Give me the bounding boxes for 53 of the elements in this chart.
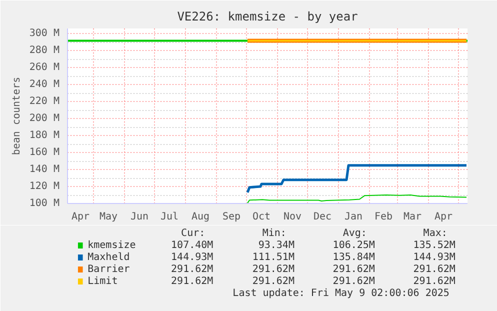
text: 107.40M	[171, 240, 214, 251]
y-tick-label: 100 M	[29, 198, 60, 209]
text: 135.84M	[332, 252, 375, 263]
y-tick-label: 220 M	[29, 96, 60, 108]
x-tick-label: Apr	[434, 212, 453, 222]
y-tick-label: 240 M	[29, 79, 60, 90]
x-tick-label: Aug	[191, 212, 210, 222]
legend-label: Maxheld	[88, 252, 130, 263]
text: Avg:	[342, 228, 367, 239]
text: 291.62M	[413, 276, 456, 287]
text: 291.62M	[332, 264, 375, 275]
y-tick-label: 140 M	[29, 164, 60, 176]
x-tick-label: Jan	[344, 212, 363, 222]
text: 291.62M	[252, 276, 294, 287]
y-tick-label: 300 M	[29, 28, 60, 40]
text: 291.62M	[413, 264, 456, 275]
text: Min:	[262, 228, 286, 239]
y-tick-label: 160 M	[29, 147, 60, 158]
y-axis-title: bean counters	[11, 76, 22, 156]
text: 106.25M	[332, 240, 375, 251]
y-tick-label: 200 M	[29, 113, 60, 124]
text: 291.62M	[332, 276, 375, 287]
y-tick-label: 180 M	[29, 130, 60, 142]
y-tick-label: 120 M	[29, 181, 60, 192]
text: 291.62M	[252, 264, 294, 275]
line-series	[247, 194, 467, 204]
x-tick-label: Jul	[160, 212, 179, 222]
x-tick-label: Jun	[130, 212, 149, 222]
x-tick-label: Dec	[313, 212, 332, 222]
legend-label: Barrier	[88, 264, 130, 275]
legend-label: Limit	[88, 276, 118, 287]
text: 111.51M	[252, 252, 294, 263]
y-tick-label: 280 M	[29, 45, 60, 56]
line-series	[246, 164, 468, 194]
y-tick-label: 260 M	[29, 62, 60, 74]
text: 135.52M	[413, 240, 456, 251]
text: 291.62M	[171, 264, 214, 275]
text: 144.93M	[413, 252, 456, 263]
x-tick-label: Feb	[374, 212, 393, 222]
text: 144.93M	[171, 252, 214, 263]
legend-label: kmemsize	[88, 240, 136, 251]
x-tick-label: Nov	[283, 212, 302, 222]
x-tick-label: Mar	[403, 212, 422, 222]
x-tick-label: Sep	[222, 212, 241, 222]
text: Cur:	[181, 228, 206, 239]
text: 93.34M	[258, 240, 294, 251]
text: Last update: Fri May 9 02:00:06 2025	[232, 288, 450, 299]
chart-title: VE226: kmemsize - by year	[177, 10, 358, 24]
text: 291.62M	[171, 276, 214, 287]
x-tick-label: Oct	[252, 212, 271, 222]
x-tick-label: Apr	[71, 212, 90, 222]
x-tick-label: May	[99, 212, 118, 222]
text: Max:	[423, 228, 448, 239]
